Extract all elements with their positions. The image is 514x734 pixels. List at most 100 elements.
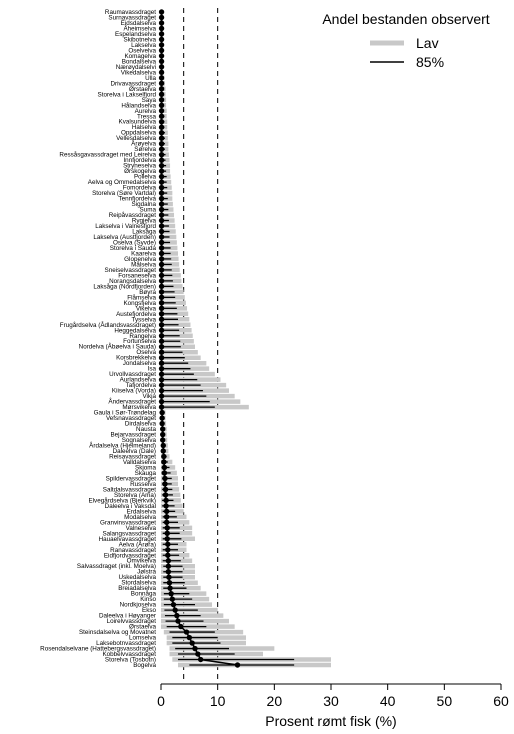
row-labels: RaumavassdragetSurnavassdragetEidsdalsel… (40, 9, 156, 669)
estimate-point (158, 69, 165, 76)
river-label: Ulla (145, 75, 156, 82)
estimate-point (158, 398, 165, 405)
river-label: Fomordelva (123, 185, 157, 192)
river-label: Surnavassdraget (108, 14, 156, 21)
estimate-point (178, 623, 184, 630)
estimate-point (158, 58, 165, 65)
estimate-point (158, 53, 165, 59)
estimate-point (164, 530, 170, 537)
estimate-point (158, 97, 165, 103)
x-tick-label: 50 (437, 693, 453, 709)
estimate-point (158, 327, 165, 333)
river-label: Sigdalna (131, 201, 156, 208)
estimate-points (158, 9, 241, 668)
river-label: Skauga (135, 470, 157, 477)
river-label: Aurlandselva (120, 377, 157, 384)
estimate-point (158, 300, 165, 306)
estimate-point (169, 596, 176, 602)
river-label: Norangsdalselva (109, 278, 156, 285)
estimate-point (158, 91, 165, 98)
estimate-point (159, 409, 165, 416)
estimate-point (158, 322, 165, 328)
estimate-point (165, 552, 171, 558)
river-label: Eidsdalselva (121, 20, 157, 27)
legend-title: Andel bestanden observert (322, 11, 489, 27)
estimate-point (163, 514, 170, 520)
estimate-point (197, 656, 204, 663)
estimate-point (158, 9, 165, 15)
river-label: Bonnåga (131, 590, 157, 598)
river-label: Aurelva (135, 108, 157, 115)
river-label: Drivavassdraget (111, 80, 157, 87)
river-label: Fortunselva (123, 338, 156, 345)
estimate-point (162, 481, 168, 487)
estimate-point (192, 645, 198, 652)
river-label: Valldalselva (123, 459, 157, 466)
estimate-point (234, 662, 241, 668)
estimate-point (162, 475, 168, 482)
estimate-point (158, 47, 165, 54)
estimate-point (158, 387, 165, 394)
estimate-point (158, 113, 165, 119)
river-label: Målselva (131, 260, 156, 268)
estimate-point (160, 442, 166, 449)
estimate-point (158, 338, 165, 344)
river-label: Kongsfjelva (123, 300, 156, 307)
estimate-point (163, 497, 169, 504)
river-label: Vikelva (136, 305, 157, 312)
river-label: Lomselva (129, 635, 156, 642)
river-label: Ranavassdraget (110, 547, 156, 554)
estimate-point (158, 140, 165, 147)
estimate-point (158, 371, 165, 377)
river-label: Laksåga (Nordfjorden) (93, 282, 156, 290)
estimate-point (158, 289, 165, 295)
river-label: Laksåga (132, 227, 156, 235)
x-tick-label: 40 (380, 693, 396, 709)
river-label: Espelandselva (115, 31, 156, 38)
estimate-point (158, 228, 165, 235)
estimate-point (158, 261, 165, 268)
estimate-point (183, 629, 190, 635)
river-label: Flåmselva (127, 293, 156, 301)
river-label: Ressåsgavassdraget med Leirelva (59, 151, 156, 159)
river-label: Aelva og Ommedalselva (88, 179, 157, 186)
river-label: Granvinsvassdraget (100, 519, 156, 526)
river-label: Vikja (142, 393, 156, 400)
x-tick-label: 60 (493, 693, 509, 709)
estimate-point (160, 448, 166, 454)
legend-label: Lav (416, 35, 439, 51)
river-label: Spildervassdraget (106, 475, 157, 482)
estimate-point (159, 420, 165, 427)
estimate-point (158, 311, 165, 317)
river-label: Elvegårdselva (Bjerkvik) (88, 496, 156, 504)
estimate-point (195, 651, 201, 657)
estimate-point (186, 634, 193, 641)
river-label: Korsbrekkelva (116, 355, 156, 362)
estimate-point (165, 541, 171, 547)
river-label: Tysselva (132, 316, 157, 323)
estimate-point (158, 267, 165, 273)
river-label: Bogelva (133, 662, 156, 669)
estimate-point (158, 42, 165, 48)
river-label: Stordalselva (121, 580, 156, 587)
estimate-point (158, 130, 165, 136)
river-label: Eidfjordvassdraget (104, 552, 156, 559)
river-label: Lakselva (Austfjorden) (93, 234, 156, 241)
river-label: Storelva (Søre Vartdal) (92, 190, 156, 197)
estimate-point (158, 201, 165, 207)
estimate-point (158, 212, 165, 218)
river-label: Jølstra (137, 569, 156, 576)
river-label: Skjoma (135, 464, 156, 471)
river-label: Saltdalsvassdraget (103, 486, 156, 493)
river-label: Stryneselva (123, 163, 156, 170)
river-label: Isa (148, 366, 157, 373)
estimate-point (158, 355, 165, 361)
river-label: Rangelva (129, 333, 156, 340)
estimate-point (158, 124, 165, 130)
x-tick-label: 0 (157, 693, 165, 709)
estimate-point (158, 108, 165, 114)
river-label: Storelva i Lakselfjord (98, 91, 157, 98)
estimate-point (158, 195, 165, 202)
river-label: Urvollvassdraget (109, 371, 156, 378)
